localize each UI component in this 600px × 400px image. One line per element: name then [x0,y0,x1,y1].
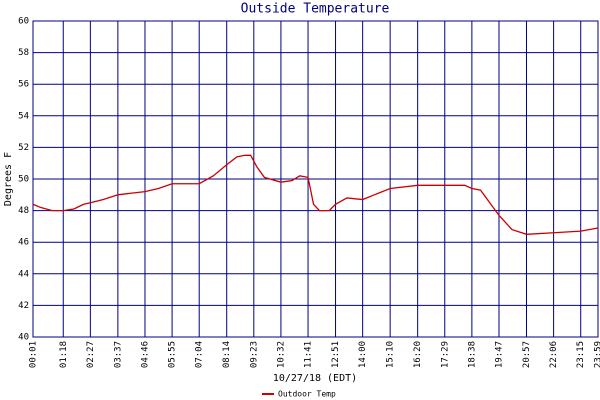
x-tick-label: 05:55 [168,341,178,368]
legend-label: Outdoor Temp [278,390,336,399]
x-tick-label: 22:06 [549,341,559,368]
x-tick-label: 07:04 [195,341,205,368]
data-line [32,154,599,235]
x-tick-label: 04:46 [140,341,150,368]
y-tick-label: 42 [18,301,29,311]
x-tick-label: 20:57 [522,341,532,368]
x-tick-label: 16:20 [413,341,423,368]
y-tick-label: 46 [18,238,29,248]
x-tick-label: 02:27 [86,341,96,368]
x-tick-label: 01:18 [59,341,69,368]
y-tick-label: 48 [18,206,29,216]
y-tick-label: 50 [18,175,29,185]
x-tick-label: 03:37 [113,341,123,368]
x-tick-label: 00:01 [29,341,39,368]
y-tick-label: 44 [18,269,29,279]
x-tick-label: 19:47 [494,341,504,368]
x-tick-label: 12:51 [331,341,341,368]
x-tick-label: 23:59 [594,341,600,368]
x-tick-label: 18:38 [467,341,477,368]
x-tick-label: 11:41 [304,341,314,368]
x-tick-label: 15:10 [386,341,396,368]
y-tick-label: 40 [18,333,29,343]
y-tick-label: 54 [18,111,29,121]
x-tick-label: 09:23 [249,341,259,368]
y-tick-label: 52 [18,143,29,153]
y-axis-label: Degrees F [3,152,14,206]
y-tick-label: 58 [18,48,29,58]
x-tick-label: 17:29 [440,341,450,368]
y-tick-label: 60 [18,17,29,27]
chart-title: Outside Temperature [241,2,390,17]
x-tick-label: 10:32 [276,341,286,368]
y-tick-label: 56 [18,80,29,90]
x-tick-label: 23:15 [576,341,586,368]
x-tick-label: 08:14 [222,341,232,368]
x-axis-label: 10/27/18 (EDT) [273,373,357,384]
x-tick-label: 14:00 [358,341,368,368]
